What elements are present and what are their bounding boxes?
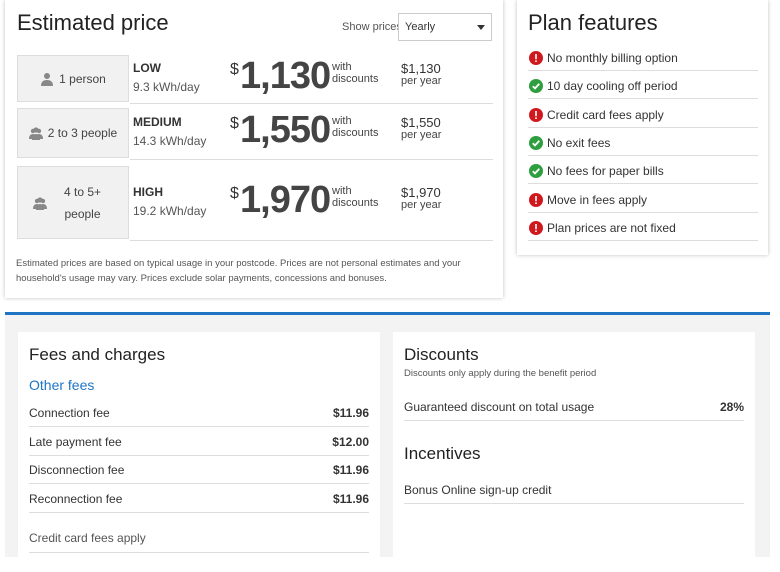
section-title: Plan features <box>528 10 658 35</box>
alt-period: per year <box>401 198 442 211</box>
price-note: with discounts <box>332 60 379 85</box>
negative-icon <box>529 220 543 235</box>
row-separator <box>29 483 369 484</box>
feature-text: 10 day cooling off period <box>547 79 678 94</box>
dropdown-arrow <box>477 25 485 30</box>
negative-icon <box>529 107 543 122</box>
estimated-price-card: Estimated price Show prices: Yearly Esti… <box>5 0 503 298</box>
page: Estimated price Show prices: Yearly Esti… <box>5 0 770 557</box>
usage-level: MEDIUM <box>133 115 182 129</box>
alt-price: $1,130 <box>401 60 441 76</box>
price: 1,970 <box>240 178 331 221</box>
currency-symbol: $ <box>230 60 239 78</box>
positive-icon <box>529 164 543 179</box>
negative-icon <box>529 51 543 65</box>
alt-period: per year <box>401 129 442 141</box>
household-label: 4 to 5+ people <box>63 184 102 221</box>
usage-level: LOW <box>133 60 161 75</box>
divider <box>5 312 770 315</box>
fee-value: $11.96 <box>332 463 369 477</box>
subsection-title: Other fees <box>29 377 95 393</box>
row-separator <box>528 211 758 213</box>
household-box: 2 to 3 people <box>17 108 129 158</box>
feature-text: No monthly billing option <box>547 51 678 65</box>
row-separator <box>130 159 493 160</box>
fee-value: $12.00 <box>332 434 369 449</box>
price-note: with discounts <box>332 115 379 139</box>
household-box: 4 to 5+ people <box>17 166 129 239</box>
positive-icon <box>529 135 543 150</box>
price: 1,130 <box>240 54 331 97</box>
alt-period: per year <box>401 74 442 87</box>
section-title: Estimated price <box>17 10 169 35</box>
feature-text: Move in fees apply <box>547 192 648 207</box>
section-title: Fees and charges <box>29 345 166 364</box>
usage-level: HIGH <box>133 184 163 199</box>
fee-value: $11.96 <box>332 406 369 420</box>
fee-label: Connection fee <box>29 406 110 420</box>
feature-text: No exit fees <box>547 135 611 150</box>
person-icon <box>41 72 54 86</box>
fee-value: $11.96 <box>332 491 369 506</box>
feature-text: Plan prices are not fixed <box>547 220 676 235</box>
row-separator <box>130 240 493 241</box>
row-separator <box>404 503 744 504</box>
select-value: Yearly <box>405 21 436 33</box>
row-separator <box>29 511 369 513</box>
feature-text: Credit card fees apply <box>547 107 664 122</box>
household-label: 1 person <box>59 71 106 86</box>
incentive-label: Bonus Online sign-up credit <box>404 483 552 497</box>
row-separator <box>29 552 369 553</box>
section-title: Incentives <box>404 444 481 463</box>
household-label: 2 to 3 people <box>47 126 118 140</box>
row-separator <box>528 183 758 185</box>
row-separator <box>130 103 493 104</box>
row-separator <box>528 126 758 128</box>
fee-label: Late payment fee <box>29 434 122 449</box>
row-separator <box>404 420 744 421</box>
people-icon <box>32 196 47 210</box>
fees-card: Fees and charges Other fees Credit card … <box>18 332 380 572</box>
price-note: with discounts <box>332 184 379 209</box>
people-icon <box>28 127 43 140</box>
alt-price: $1,970 <box>401 184 441 200</box>
period-select[interactable]: Yearly <box>398 13 492 41</box>
discounts-card: Discounts Discounts only apply during th… <box>393 332 755 572</box>
plan-features-card: Plan features No monthly billing option 1… <box>517 0 768 255</box>
section-title: Discounts <box>404 345 479 364</box>
fee-label: Disconnection fee <box>29 463 125 477</box>
row-separator <box>29 426 369 427</box>
currency-symbol: $ <box>230 184 239 202</box>
currency-symbol: $ <box>230 115 239 132</box>
usage-amount: 9.3 kWh/day <box>133 79 200 94</box>
row-separator <box>528 98 758 100</box>
usage-amount: 14.3 kWh/day <box>133 134 207 148</box>
disclaimer: Estimated prices are based on typical us… <box>16 258 461 284</box>
row-separator <box>528 70 758 71</box>
row-separator <box>29 454 369 456</box>
discount-value: 28% <box>719 400 744 414</box>
fee-label: Reconnection fee <box>29 491 123 506</box>
show-prices-label: Show prices: <box>342 21 405 33</box>
positive-icon <box>529 79 543 94</box>
fees-footer: Credit card fees apply <box>29 531 146 545</box>
price: 1,550 <box>240 109 331 151</box>
household-box: 1 person <box>17 55 129 102</box>
negative-icon <box>529 192 543 207</box>
alt-price: $1,550 <box>401 115 441 130</box>
row-separator <box>528 239 758 241</box>
feature-text: No fees for paper bills <box>547 164 664 179</box>
discounts-note: Discounts only apply during the benefit … <box>404 368 597 379</box>
row-separator <box>528 154 758 156</box>
discount-label: Guaranteed discount on total usage <box>404 400 595 414</box>
usage-amount: 19.2 kWh/day <box>133 203 207 218</box>
